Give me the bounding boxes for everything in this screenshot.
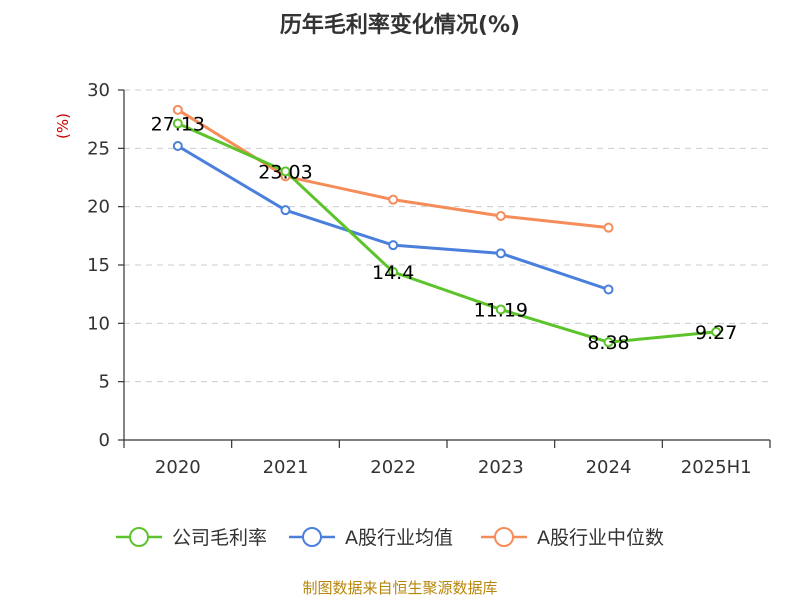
data-point bbox=[603, 222, 614, 233]
data-point bbox=[603, 284, 614, 295]
data-label: 23.03 bbox=[258, 161, 312, 183]
y-tick-label: 20 bbox=[87, 197, 110, 218]
data-point bbox=[388, 267, 399, 277]
legend: 公司毛利率 A股行业均值 A股行业中位数 bbox=[116, 527, 664, 549]
data-point bbox=[495, 248, 506, 259]
y-tick-label: 15 bbox=[87, 255, 110, 276]
grid-lines bbox=[124, 89, 770, 383]
x-tick-label: 2021 bbox=[263, 457, 309, 478]
data-point bbox=[603, 337, 614, 348]
y-tick-label: 10 bbox=[87, 313, 110, 334]
source-note: 制图数据来自恒生聚源数据库 bbox=[302, 579, 497, 597]
data-point bbox=[711, 326, 722, 337]
data-point bbox=[172, 141, 183, 151]
legend-marker bbox=[129, 527, 149, 547]
axes: 0 5 10 15 20 25 30 2020 2021 2022 2023 2024 2025H1 bbox=[87, 80, 771, 478]
data-point bbox=[495, 304, 506, 315]
y-tick-label: 0 bbox=[99, 430, 110, 451]
y-tick-label: 25 bbox=[87, 138, 110, 159]
x-tick-label: 2023 bbox=[478, 457, 524, 478]
x-tick-label: 2024 bbox=[586, 457, 632, 478]
data-label: 11.19 bbox=[474, 299, 528, 321]
legend-label: A股行业均值 bbox=[345, 527, 453, 549]
series-line bbox=[177, 122, 717, 344]
y-axis-unit-label: (%) bbox=[54, 113, 72, 139]
data-label: 27.13 bbox=[151, 113, 205, 135]
series-lines bbox=[172, 104, 722, 348]
series-line bbox=[177, 108, 609, 230]
legend-label: A股行业中位数 bbox=[537, 527, 664, 549]
data-point bbox=[495, 211, 506, 221]
data-labels: 27.13 23.03 14.4 11.19 8.38 9.27 bbox=[151, 113, 738, 354]
data-point bbox=[172, 104, 183, 115]
y-tick-label: 5 bbox=[99, 372, 110, 393]
x-tick-label: 2025H1 bbox=[681, 457, 752, 478]
chart-title: 历年毛利率变化情况(%) bbox=[280, 12, 520, 38]
legend-marker bbox=[494, 527, 514, 547]
data-label: 9.27 bbox=[695, 322, 737, 344]
data-point bbox=[172, 118, 183, 129]
legend-marker bbox=[302, 527, 322, 547]
x-tick-label: 2020 bbox=[155, 457, 201, 478]
data-point bbox=[388, 194, 399, 205]
data-label: 14.4 bbox=[372, 262, 414, 284]
y-tick-label: 30 bbox=[87, 80, 110, 101]
legend-label: 公司毛利率 bbox=[172, 527, 267, 549]
data-label: 8.38 bbox=[587, 332, 629, 354]
x-tick-label: 2022 bbox=[370, 457, 416, 478]
data-point bbox=[280, 205, 291, 216]
data-point bbox=[388, 240, 399, 251]
data-point bbox=[280, 166, 291, 177]
